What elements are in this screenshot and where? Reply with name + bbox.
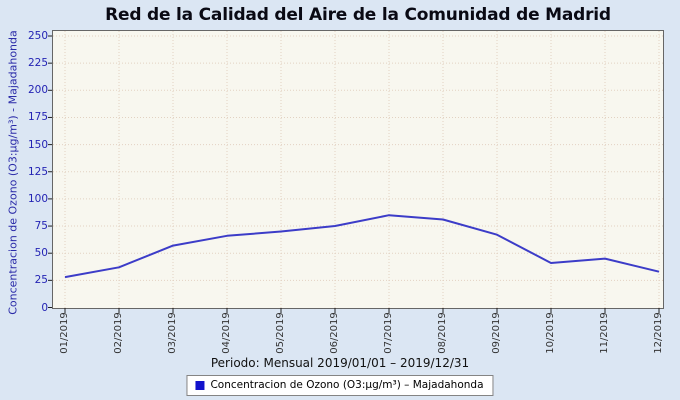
x-tick-label: 09/2019: [491, 312, 502, 354]
plot-canvas: [48, 31, 663, 313]
legend-series-marker-icon: [195, 380, 205, 390]
y-tick-label: 200: [27, 84, 48, 97]
x-tick-label: 01/2019: [59, 312, 70, 354]
x-tick-label: 10/2019: [545, 312, 556, 354]
y-tick-label: 25: [34, 274, 48, 287]
chart-title: Red de la Calidad del Aire de la Comunid…: [105, 5, 611, 25]
y-tick-label: 125: [27, 165, 48, 178]
y-tick-label: 225: [27, 57, 48, 70]
x-tick-label: 07/2019: [383, 312, 394, 354]
x-tick-label: 02/2019: [113, 312, 124, 354]
legend-series-label: Concentracion de Ozono (O3:µg/m³) – Maja…: [210, 379, 484, 391]
x-tick-label: 06/2019: [329, 312, 340, 354]
ozone-series-line: [64, 214, 660, 279]
y-tick-label: 175: [27, 111, 48, 124]
x-tick-label: 03/2019: [167, 312, 178, 354]
x-tick-label: 04/2019: [221, 312, 232, 354]
x-tick-label: 11/2019: [599, 312, 610, 354]
y-tick-label: 150: [27, 138, 48, 151]
period-label: Periodo: Mensual 2019/01/01 – 2019/12/31: [210, 356, 470, 370]
x-tick-label: 12/2019: [653, 312, 664, 354]
y-tick-label: 50: [34, 247, 48, 260]
legend: Concentracion de Ozono (O3:µg/m³) – Maja…: [186, 375, 494, 396]
y-tick-label: 0: [41, 301, 48, 314]
y-tick-label: 250: [27, 30, 48, 42]
y-tick-label: 100: [27, 192, 48, 205]
y-tick-label: 75: [34, 220, 48, 233]
x-tick-label: 05/2019: [275, 312, 286, 354]
x-tick-label: 08/2019: [437, 312, 448, 354]
plot-area: [48, 30, 664, 313]
